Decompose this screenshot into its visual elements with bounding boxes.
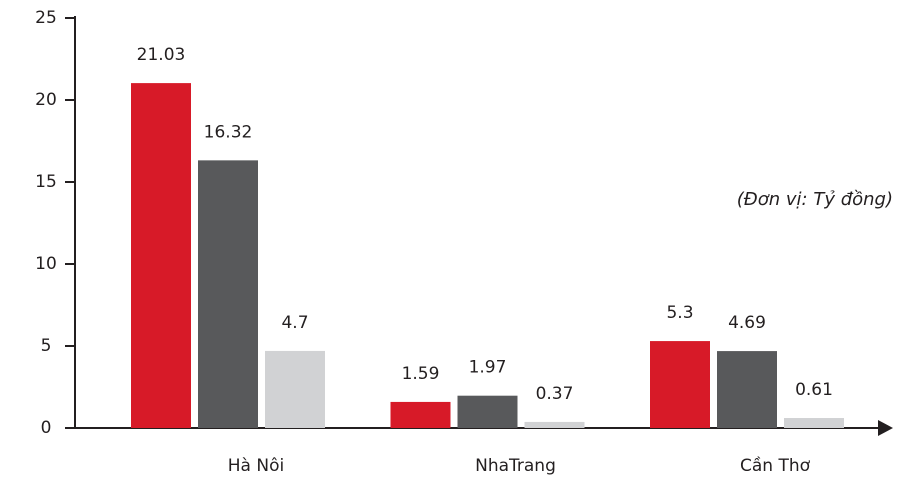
value-label: 0.37 — [536, 384, 574, 404]
x-tick-label: Cần Thơ — [740, 455, 811, 476]
bar — [265, 350, 325, 428]
y-tick-label: 5 — [41, 336, 52, 356]
value-label: 1.97 — [469, 358, 507, 378]
value-label: 21.03 — [137, 45, 186, 65]
bar — [390, 401, 451, 428]
bar — [784, 417, 844, 428]
value-label: 5.3 — [666, 303, 693, 323]
x-tick-label: Hà Nôi — [228, 456, 284, 476]
value-label: 0.61 — [795, 380, 833, 400]
value-label: 16.32 — [204, 122, 253, 142]
unit-note: (Đơn vị: Tỷ đồng) — [737, 189, 893, 210]
bar — [457, 395, 518, 428]
value-label: 1.59 — [402, 364, 440, 384]
axis-arrow — [878, 420, 893, 436]
y-tick-label: 0 — [41, 418, 52, 438]
bar — [717, 351, 777, 428]
value-label: 4.69 — [728, 313, 766, 333]
y-tick-label: 15 — [35, 172, 57, 192]
bar — [650, 341, 710, 428]
bar — [524, 421, 585, 428]
x-tick-label: NhaTrang — [475, 456, 556, 476]
y-tick-label: 25 — [35, 8, 57, 28]
y-tick-label: 20 — [35, 90, 57, 110]
y-tick-label: 10 — [35, 254, 57, 274]
bar — [198, 160, 258, 429]
bar — [131, 83, 191, 428]
value-label: 4.7 — [281, 313, 308, 333]
